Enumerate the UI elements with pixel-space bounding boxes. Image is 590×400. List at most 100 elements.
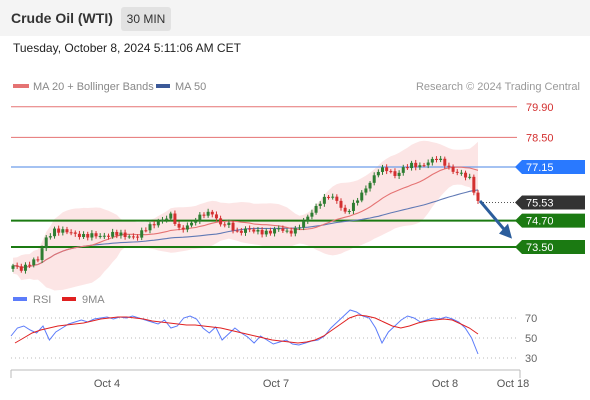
candle-body <box>219 218 223 225</box>
candle-body <box>82 234 86 238</box>
candle-body <box>244 228 247 233</box>
candle-body <box>11 265 15 269</box>
candle-body <box>77 233 81 238</box>
candle-body <box>185 225 189 230</box>
candle-body <box>123 232 127 238</box>
timeframe-button[interactable]: 30 MIN <box>121 7 171 31</box>
candle-body <box>327 196 331 198</box>
bollinger-band-area <box>13 140 478 291</box>
candle-body <box>381 167 385 172</box>
candle-body <box>248 228 252 230</box>
candle-body <box>468 176 472 178</box>
candle-body <box>476 192 480 201</box>
candle-body <box>194 220 198 223</box>
header-bar: Crude Oil (WTI) 30 MIN <box>0 0 590 36</box>
candle-body <box>289 230 293 234</box>
rsi-tick-label: 30 <box>525 353 537 365</box>
candle-body <box>73 232 77 234</box>
candle-body <box>439 158 443 160</box>
candle-body <box>28 264 32 266</box>
candle-body <box>140 230 144 238</box>
candle-body <box>214 214 218 219</box>
x-tick-label: Oct 8 <box>432 378 458 390</box>
candle-body <box>256 229 260 232</box>
candle-body <box>472 176 476 193</box>
candle-body <box>351 202 355 211</box>
candle-body <box>202 214 206 216</box>
datetime-label: Tuesday, October 8, 2024 5:11:06 AM CET <box>13 41 241 55</box>
bollinger-band <box>13 140 478 291</box>
forecast-arrow-head <box>499 223 512 239</box>
candle-body <box>210 211 214 215</box>
candle-body <box>65 229 69 233</box>
candle-body <box>23 264 27 271</box>
candle-body <box>61 229 65 233</box>
candle-body <box>69 232 73 234</box>
candle-body <box>277 228 281 230</box>
ma20-line <box>12 166 479 269</box>
candle-body <box>405 167 409 169</box>
candle-body <box>360 192 364 201</box>
ma50-legend-label: MA 50 <box>175 81 206 93</box>
candle-body <box>302 220 306 228</box>
candle-body <box>57 228 61 233</box>
credit-label: Research © 2024 Trading Central <box>416 81 580 93</box>
candle-body <box>119 232 123 236</box>
candle-body <box>227 222 231 225</box>
x-tick-label: Oct 18 <box>497 378 529 390</box>
candle-body <box>102 235 106 237</box>
x-tick-label: Oct 7 <box>263 378 289 390</box>
candle-body <box>372 175 376 183</box>
candle-body <box>430 158 434 163</box>
candle-body <box>414 162 418 168</box>
candle-body <box>347 210 351 212</box>
candle-body <box>385 167 389 172</box>
candle-body <box>285 230 289 232</box>
candle-body <box>331 196 335 198</box>
candle-body <box>459 172 463 174</box>
candle-body <box>127 236 131 238</box>
candles <box>11 155 480 274</box>
candle-body <box>235 230 239 232</box>
support-tag <box>515 213 585 228</box>
candle-body <box>165 218 169 220</box>
candle-body <box>356 200 360 203</box>
candle-body <box>434 158 438 160</box>
candle-body <box>106 235 110 237</box>
candle-body <box>268 230 272 234</box>
candle-body <box>44 237 48 249</box>
candle-body <box>252 229 256 232</box>
candle-body <box>177 223 181 228</box>
candle-body <box>94 233 98 237</box>
candle-body <box>156 221 160 226</box>
candle-body <box>447 165 451 167</box>
rsi-tick-label: 70 <box>525 313 537 325</box>
support-tag <box>515 239 585 254</box>
instrument-title: Crude Oil (WTI) <box>11 10 113 26</box>
candle-body <box>144 230 148 232</box>
candle-body <box>410 162 414 169</box>
candle-body <box>318 203 322 206</box>
candle-body <box>281 228 285 231</box>
candle-body <box>86 234 90 238</box>
candle-body <box>190 222 194 226</box>
candle-body <box>343 207 347 212</box>
candle-body <box>376 171 380 176</box>
candle-body <box>455 171 459 173</box>
candle-body <box>15 265 19 267</box>
candle-body <box>136 236 140 238</box>
level-tags: 79.90 78.50 77.15 75.53 74.70 73.50 <box>515 102 585 254</box>
candle-body <box>160 219 164 222</box>
candle-body <box>401 167 405 173</box>
ma20-legend-label: MA 20 + Bollinger Bands <box>33 81 154 93</box>
candle-body <box>223 224 227 226</box>
candle-body <box>231 222 235 231</box>
candle-body <box>90 233 94 238</box>
rsi-ma-line <box>14 314 479 344</box>
resistance-label: 78.50 <box>526 132 554 144</box>
candle-body <box>310 212 314 217</box>
rsi-panel: 30 50 70 <box>10 309 537 365</box>
candle-body <box>115 231 119 236</box>
